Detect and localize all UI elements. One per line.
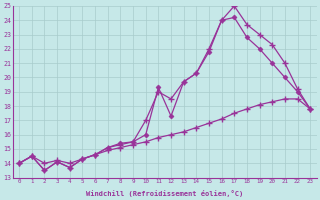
X-axis label: Windchill (Refroidissement éolien,°C): Windchill (Refroidissement éolien,°C) xyxy=(86,190,243,197)
